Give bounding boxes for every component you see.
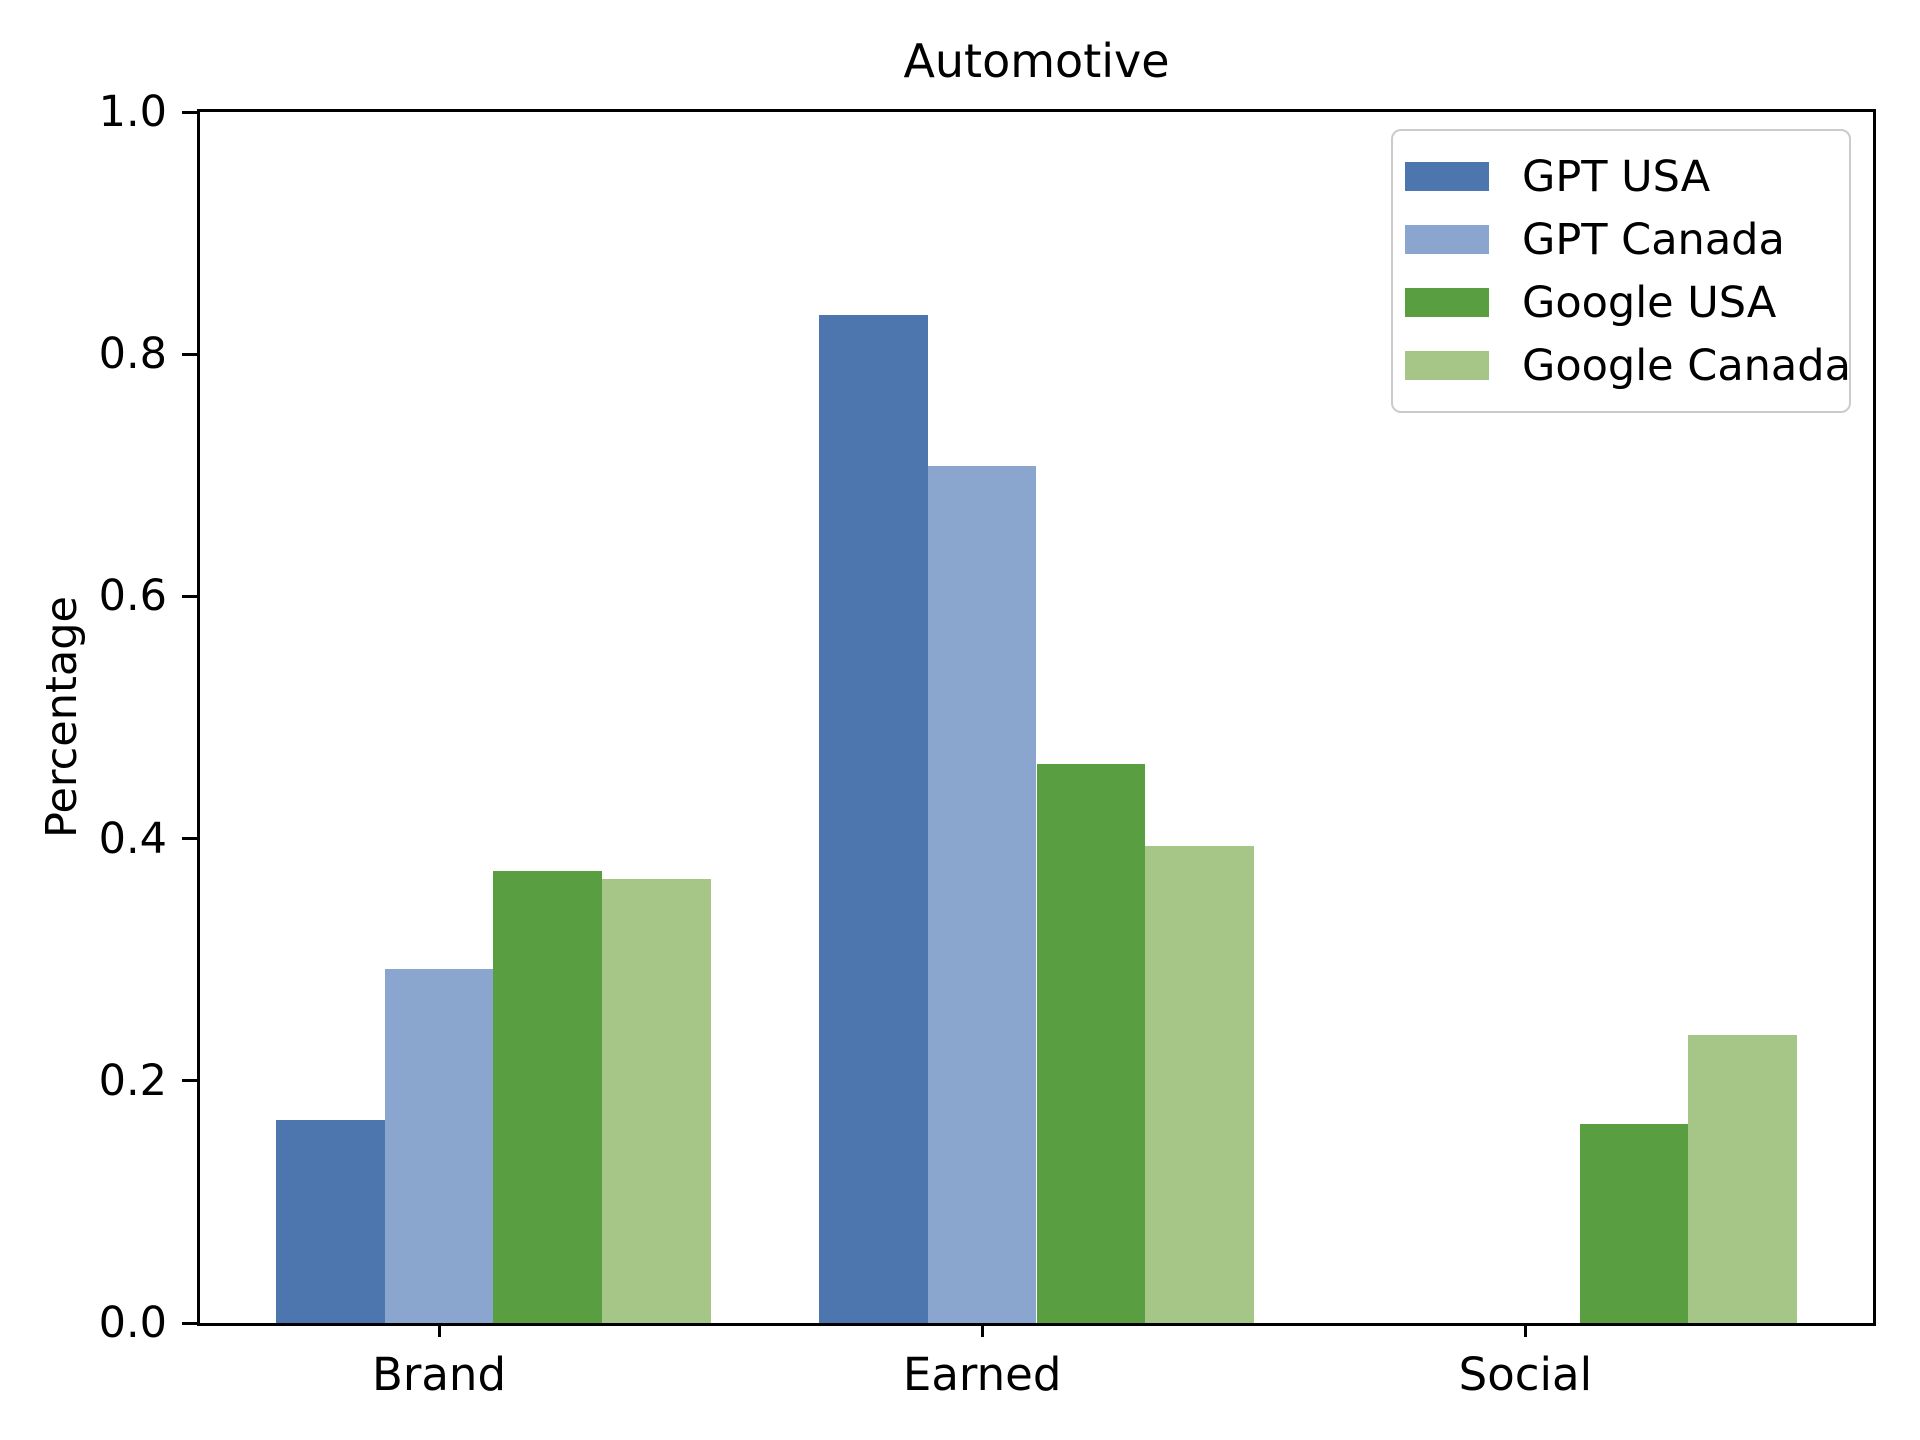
legend-label: Google Canada: [1522, 340, 1851, 391]
y-tick-mark-0.6: [182, 594, 197, 598]
bar-google-canada-earned: [1145, 845, 1254, 1323]
y-tick-label-1.0: 1.0: [98, 87, 167, 137]
bar-gpt-canada-earned: [927, 465, 1037, 1323]
bar-google-canada-brand: [601, 878, 711, 1323]
y-tick-mark-0.0: [182, 1321, 197, 1325]
x-tick-label-earned: Earned: [902, 1348, 1062, 1401]
y-tick-mark-1.0: [182, 110, 197, 114]
bar-google-usa-social: [1579, 1124, 1689, 1323]
legend-item-gpt-usa: GPT USA: [1405, 145, 1829, 208]
legend-label: Google USA: [1522, 277, 1777, 328]
bar-gpt-usa-brand: [276, 1119, 385, 1323]
legend-label: GPT Canada: [1522, 214, 1785, 265]
legend-swatch-gpt-usa: [1405, 162, 1489, 191]
chart-title: Automotive: [903, 34, 1170, 88]
x-tick-mark-social: [1523, 1323, 1527, 1337]
legend-item-google-usa: Google USA: [1405, 271, 1829, 334]
x-tick-label-social: Social: [1458, 1348, 1593, 1401]
y-tick-label-0.8: 0.8: [98, 329, 167, 380]
legend-label: GPT USA: [1522, 151, 1711, 202]
bar-google-usa-earned: [1036, 763, 1146, 1323]
x-tick-label-brand: Brand: [371, 1348, 507, 1401]
legend: GPT USA GPT Canada Google USA Google Canada: [1391, 129, 1851, 413]
legend-swatch-google-usa: [1405, 288, 1489, 317]
legend-item-gpt-canada: GPT Canada: [1405, 208, 1829, 271]
legend-swatch-google-canada: [1405, 351, 1489, 380]
x-tick-mark-brand: [437, 1323, 441, 1337]
y-axis-label-text: Percentage: [37, 596, 87, 838]
y-tick-mark-0.4: [182, 837, 197, 841]
x-tick-mark-earned: [980, 1323, 984, 1337]
bar-google-canada-social: [1688, 1034, 1797, 1323]
y-tick-label-0.2: 0.2: [98, 1055, 167, 1106]
y-tick-label-0.6: 0.6: [98, 571, 167, 622]
y-tick-label-0.4: 0.4: [98, 813, 167, 864]
bar-gpt-usa-earned: [819, 315, 928, 1323]
bar-gpt-canada-brand: [384, 969, 494, 1323]
bar-google-usa-brand: [493, 871, 602, 1323]
y-tick-mark-0.2: [182, 1079, 197, 1083]
plot-area: 0.0 0.2 0.4 0.6 0.8 1.0 Brand Earned Social GPT …: [99, 87, 1876, 1401]
legend-item-google-canada: Google Canada: [1405, 334, 1851, 397]
y-tick-mark-0.8: [182, 352, 197, 356]
legend-swatch-gpt-canada: [1405, 225, 1489, 254]
y-tick-label-0.0: 0.0: [98, 1298, 167, 1348]
